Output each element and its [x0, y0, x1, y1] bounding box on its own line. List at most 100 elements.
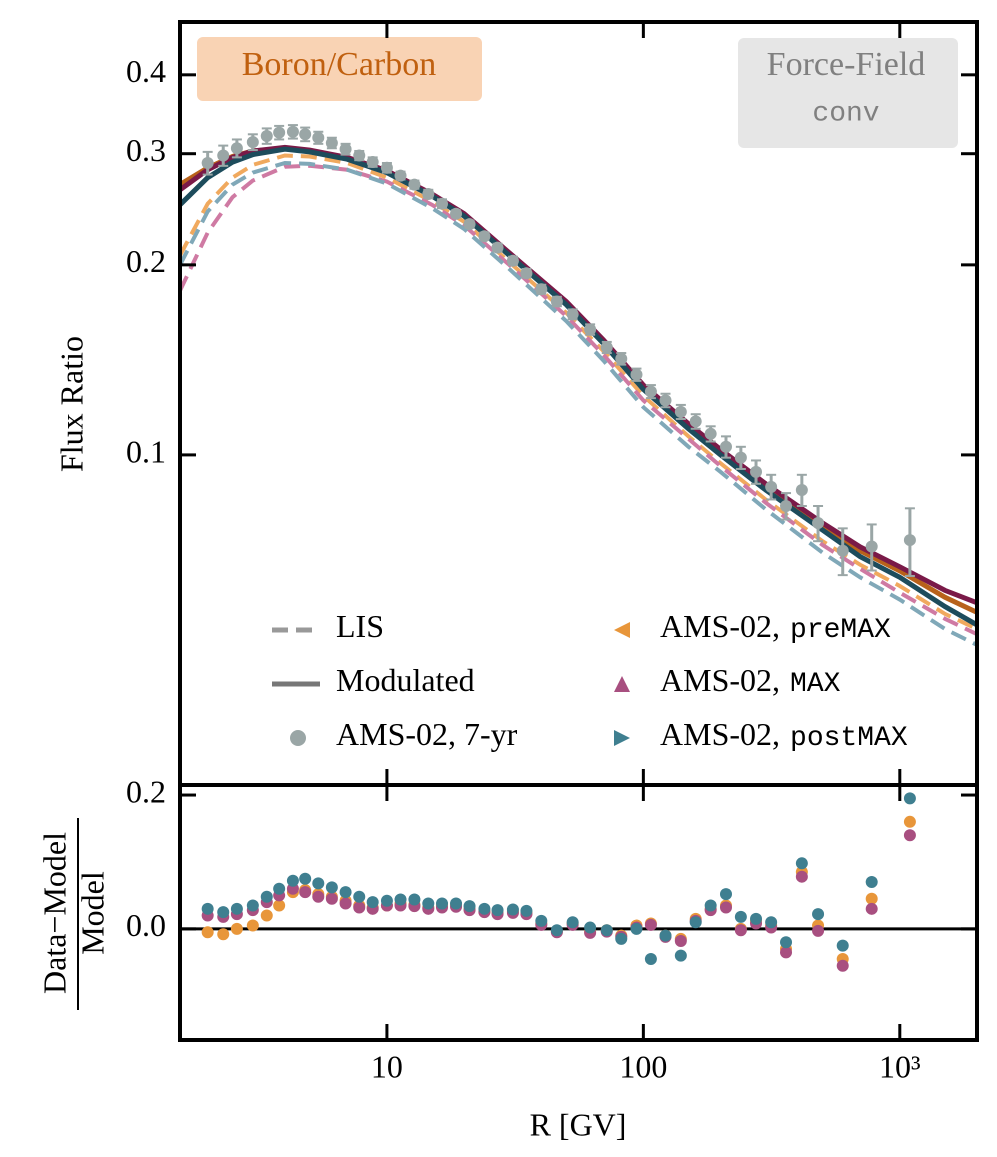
data-point	[812, 517, 825, 530]
residual-point	[450, 897, 463, 910]
residual-point	[903, 829, 916, 842]
data-point	[450, 207, 463, 220]
data-point	[217, 149, 230, 162]
model-label: Force-Field	[767, 46, 926, 83]
data-point	[230, 142, 243, 155]
residual-point	[836, 939, 849, 952]
residual-point	[463, 900, 476, 913]
data-point	[719, 440, 732, 453]
residual-point	[246, 899, 259, 912]
residual-frame	[178, 783, 979, 1042]
modulated-curve	[180, 146, 977, 628]
x-tick-label: 10³	[879, 1048, 921, 1084]
legend-marker	[290, 730, 306, 746]
data-point	[903, 534, 916, 547]
residual-point	[659, 929, 672, 942]
residual-point	[380, 894, 393, 907]
legend-label: AMS-02, preMAX	[660, 608, 891, 646]
legend-text: LIS	[336, 608, 384, 644]
residual-point	[246, 919, 259, 932]
residual-point	[630, 922, 643, 935]
data-point	[325, 136, 338, 149]
data-point	[380, 161, 393, 174]
residual-point	[535, 914, 548, 927]
residual-point	[325, 881, 338, 894]
residual-point	[704, 899, 717, 912]
residual-point	[812, 908, 825, 921]
data-point	[436, 197, 449, 210]
legend-marker	[614, 730, 630, 746]
residual-point	[780, 936, 793, 949]
residual-point	[217, 906, 230, 919]
residual-point	[339, 886, 352, 899]
residual-point	[719, 901, 732, 914]
residual-point	[273, 882, 286, 895]
residual-point	[674, 934, 687, 947]
legend-text: AMS-02,	[660, 716, 780, 752]
legend-code: preMAX	[790, 615, 891, 646]
data-point	[201, 156, 214, 169]
residual-plot	[180, 792, 977, 972]
modulated-curve	[180, 144, 977, 606]
residual-y-tick-label: 0.2	[126, 773, 166, 809]
y-tick-label: 0.4	[126, 53, 166, 89]
residual-point	[436, 897, 449, 910]
data-point	[644, 385, 657, 398]
data-point	[795, 483, 808, 496]
data-point	[506, 254, 519, 267]
data-point	[520, 267, 533, 280]
data-point	[408, 178, 421, 191]
residual-point	[394, 893, 407, 906]
residual-point	[734, 910, 747, 923]
residual-point	[780, 946, 793, 959]
residual-point	[584, 921, 597, 934]
y-tick-label: 0.3	[126, 132, 166, 168]
data-point	[615, 352, 628, 365]
residual-point	[201, 902, 214, 915]
data-point	[689, 415, 702, 428]
lis-curve	[180, 153, 977, 631]
legend-label: LIS	[336, 608, 384, 644]
residual-point	[312, 890, 325, 903]
data-point	[478, 230, 491, 243]
residual-point	[491, 904, 504, 917]
residual-point	[312, 877, 325, 890]
residual-point	[339, 897, 352, 910]
residual-point	[286, 874, 299, 887]
residual-point	[230, 902, 243, 915]
residual-point	[750, 912, 763, 925]
model-code: conv	[812, 98, 879, 129]
data-point	[780, 499, 793, 512]
label-box	[197, 37, 482, 101]
legend-text: Modulated	[336, 662, 475, 698]
residual-y-tick-label: 0.0	[126, 907, 166, 943]
data-point	[535, 283, 548, 296]
legend-text: AMS-02,	[660, 608, 780, 644]
residual-point	[260, 909, 273, 922]
data-point	[566, 308, 579, 321]
legend-text: AMS-02, 7-yr	[336, 716, 518, 752]
residual-point	[353, 890, 366, 903]
residual-y-numerator: Data−Model	[36, 832, 72, 994]
data-point	[260, 130, 273, 143]
main-plot	[180, 124, 977, 647]
data-point	[600, 341, 613, 354]
legend-code: MAX	[790, 669, 841, 700]
data-point	[312, 131, 325, 144]
residual-point	[836, 959, 849, 972]
residual-point	[812, 924, 825, 937]
residual-point	[299, 872, 312, 885]
residual-y-denominator: Model	[74, 871, 110, 955]
residual-point	[719, 888, 732, 901]
y-axis-label: Flux Ratio	[53, 336, 89, 472]
residual-point	[408, 893, 421, 906]
residual-point	[674, 949, 687, 962]
data-point	[550, 295, 563, 308]
residual-point	[600, 924, 613, 937]
legend-label: AMS-02, 7-yr	[336, 716, 518, 752]
data-point	[704, 427, 717, 440]
data-point	[491, 241, 504, 254]
data-point	[463, 218, 476, 231]
legend-marker	[614, 622, 630, 638]
